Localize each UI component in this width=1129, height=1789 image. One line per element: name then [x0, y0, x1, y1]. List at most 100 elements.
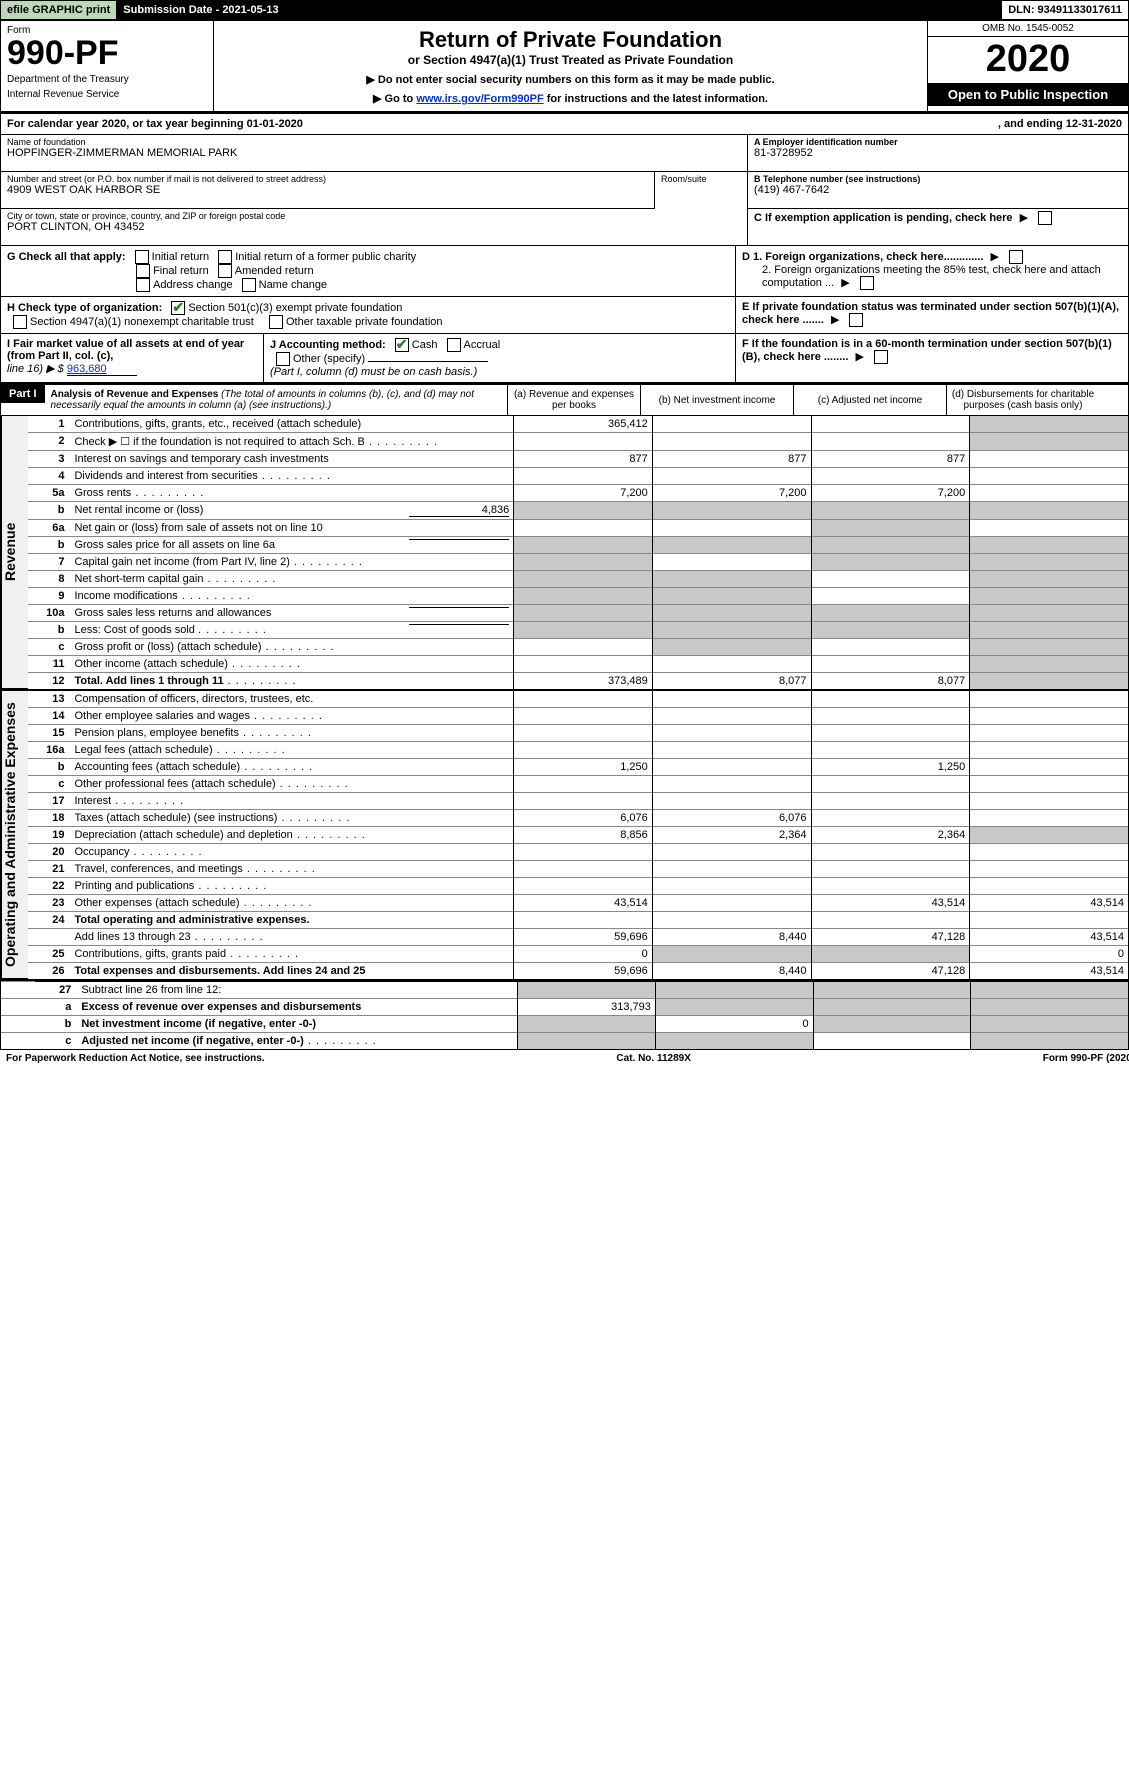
ein-cell: A Employer identification number 81-3728… — [748, 135, 1128, 172]
amount-cell — [652, 520, 811, 537]
submission-date-button[interactable]: Submission Date - 2021-05-13 — [117, 1, 1002, 19]
form-subtitle: or Section 4947(a)(1) Trust Treated as P… — [224, 53, 917, 67]
amount-cell — [652, 588, 811, 605]
amount-cell — [811, 622, 970, 639]
amount-cell — [811, 416, 970, 433]
amount-cell — [514, 656, 653, 673]
irs-link[interactable]: www.irs.gov/Form990PF — [416, 93, 543, 105]
ein-label: A Employer identification number — [754, 137, 1122, 147]
amount-cell — [655, 982, 813, 999]
g-name-checkbox[interactable] — [242, 278, 256, 292]
tax-year: 2020 — [928, 37, 1128, 83]
form-header: Form 990-PF Department of the Treasury I… — [1, 21, 1128, 114]
amount-cell: 0 — [970, 946, 1128, 963]
header-right: OMB No. 1545-0052 2020 Open to Public In… — [927, 21, 1128, 111]
amount-cell — [514, 605, 653, 622]
line-number: b — [28, 502, 70, 520]
cal-begin: For calendar year 2020, or tax year begi… — [7, 118, 303, 130]
j-accrual: Accrual — [464, 339, 501, 351]
g-address-checkbox[interactable] — [136, 278, 150, 292]
amount-cell — [811, 708, 970, 725]
goto-note: ▶ Go to www.irs.gov/Form990PF for instru… — [224, 92, 917, 105]
arrow-icon: ▶ — [1020, 211, 1028, 224]
amount-cell — [813, 999, 971, 1016]
col-c-head: (c) Adjusted net income — [793, 385, 946, 415]
efile-button[interactable]: efile GRAPHIC print — [1, 1, 117, 19]
amount-cell: 6,076 — [652, 810, 811, 827]
line-desc: Subtract line 26 from line 12: — [77, 982, 517, 999]
amount-cell — [813, 1016, 971, 1033]
calendar-year-row: For calendar year 2020, or tax year begi… — [1, 114, 1128, 135]
j-accrual-checkbox[interactable] — [447, 338, 461, 352]
j-cash-checkbox[interactable] — [395, 338, 409, 352]
amount-cell — [970, 571, 1128, 588]
amount-cell — [652, 656, 811, 673]
line-number: 17 — [28, 793, 70, 810]
amount-cell — [514, 571, 653, 588]
amount-cell: 0 — [514, 946, 653, 963]
amount-cell — [971, 1033, 1128, 1050]
amount-cell: 6,076 — [514, 810, 653, 827]
amount-cell — [514, 502, 653, 520]
h-other-checkbox[interactable] — [269, 315, 283, 329]
line-number: 27 — [35, 982, 77, 999]
line-desc: Other income (attach schedule) — [70, 656, 513, 673]
amount-cell: 365,412 — [514, 416, 653, 433]
line-number: 20 — [28, 844, 70, 861]
g-opt-2: Final return — [153, 265, 209, 277]
line-number: 6a — [28, 520, 70, 537]
amount-cell — [970, 742, 1128, 759]
amount-cell — [514, 554, 653, 571]
g-row: G Check all that apply: Initial return I… — [1, 246, 1128, 297]
line-desc: Depreciation (attach schedule) and deple… — [70, 827, 513, 844]
col-b-head: (b) Net investment income — [640, 385, 793, 415]
arrow-icon: ▶ — [841, 276, 849, 289]
line-desc: Contributions, gifts, grants paid — [70, 946, 513, 963]
omb-number: OMB No. 1545-0052 — [928, 21, 1128, 37]
line-desc: Other expenses (attach schedule) — [70, 895, 513, 912]
h-501c3-checkbox[interactable] — [171, 301, 185, 315]
d1-checkbox[interactable] — [1009, 250, 1023, 264]
amount-cell — [514, 861, 653, 878]
amount-cell — [811, 433, 970, 451]
f-checkbox[interactable] — [874, 350, 888, 364]
footer-mid: Cat. No. 11289X — [616, 1053, 690, 1064]
city-label: City or town, state or province, country… — [7, 211, 741, 221]
c-checkbox[interactable] — [1038, 211, 1052, 225]
g-amended-checkbox[interactable] — [218, 264, 232, 278]
line-number: 1 — [28, 416, 70, 433]
h-4947-checkbox[interactable] — [13, 315, 27, 329]
address: 4909 WEST OAK HARBOR SE — [7, 184, 648, 196]
amount-cell — [970, 725, 1128, 742]
amount-cell: 8,856 — [514, 827, 653, 844]
g-initial-checkbox[interactable] — [135, 250, 149, 264]
amount-cell: 7,200 — [811, 485, 970, 502]
d2-checkbox[interactable] — [860, 276, 874, 290]
amount-cell — [813, 1033, 971, 1050]
amount-cell — [811, 912, 970, 929]
amount-cell — [514, 912, 653, 929]
h-opt-3: Other taxable private foundation — [286, 316, 443, 328]
line-number: 13 — [28, 691, 70, 708]
h-opt-2: Section 4947(a)(1) nonexempt charitable … — [30, 316, 254, 328]
line-desc: Capital gain net income (from Part IV, l… — [70, 554, 513, 571]
line-number: b — [28, 537, 70, 554]
line-desc: Pension plans, employee benefits — [70, 725, 513, 742]
amount-cell: 8,077 — [652, 673, 811, 690]
amount-cell — [970, 912, 1128, 929]
j-cash: Cash — [412, 339, 438, 351]
amount-cell — [652, 912, 811, 929]
g-initial-public-checkbox[interactable] — [218, 250, 232, 264]
footer-left: For Paperwork Reduction Act Notice, see … — [6, 1053, 265, 1064]
d1-label: D 1. Foreign organizations, check here..… — [742, 251, 983, 263]
e-label: E If private foundation status was termi… — [742, 301, 1119, 326]
g-final-checkbox[interactable] — [136, 264, 150, 278]
fmv-link[interactable]: 963,680 — [67, 363, 137, 376]
amount-cell — [518, 1016, 656, 1033]
amount-cell: 0 — [655, 1016, 813, 1033]
amount-cell — [514, 691, 653, 708]
j-other-checkbox[interactable] — [276, 352, 290, 366]
room-cell: Room/suite — [654, 172, 747, 209]
e-checkbox[interactable] — [849, 313, 863, 327]
amount-cell — [970, 759, 1128, 776]
